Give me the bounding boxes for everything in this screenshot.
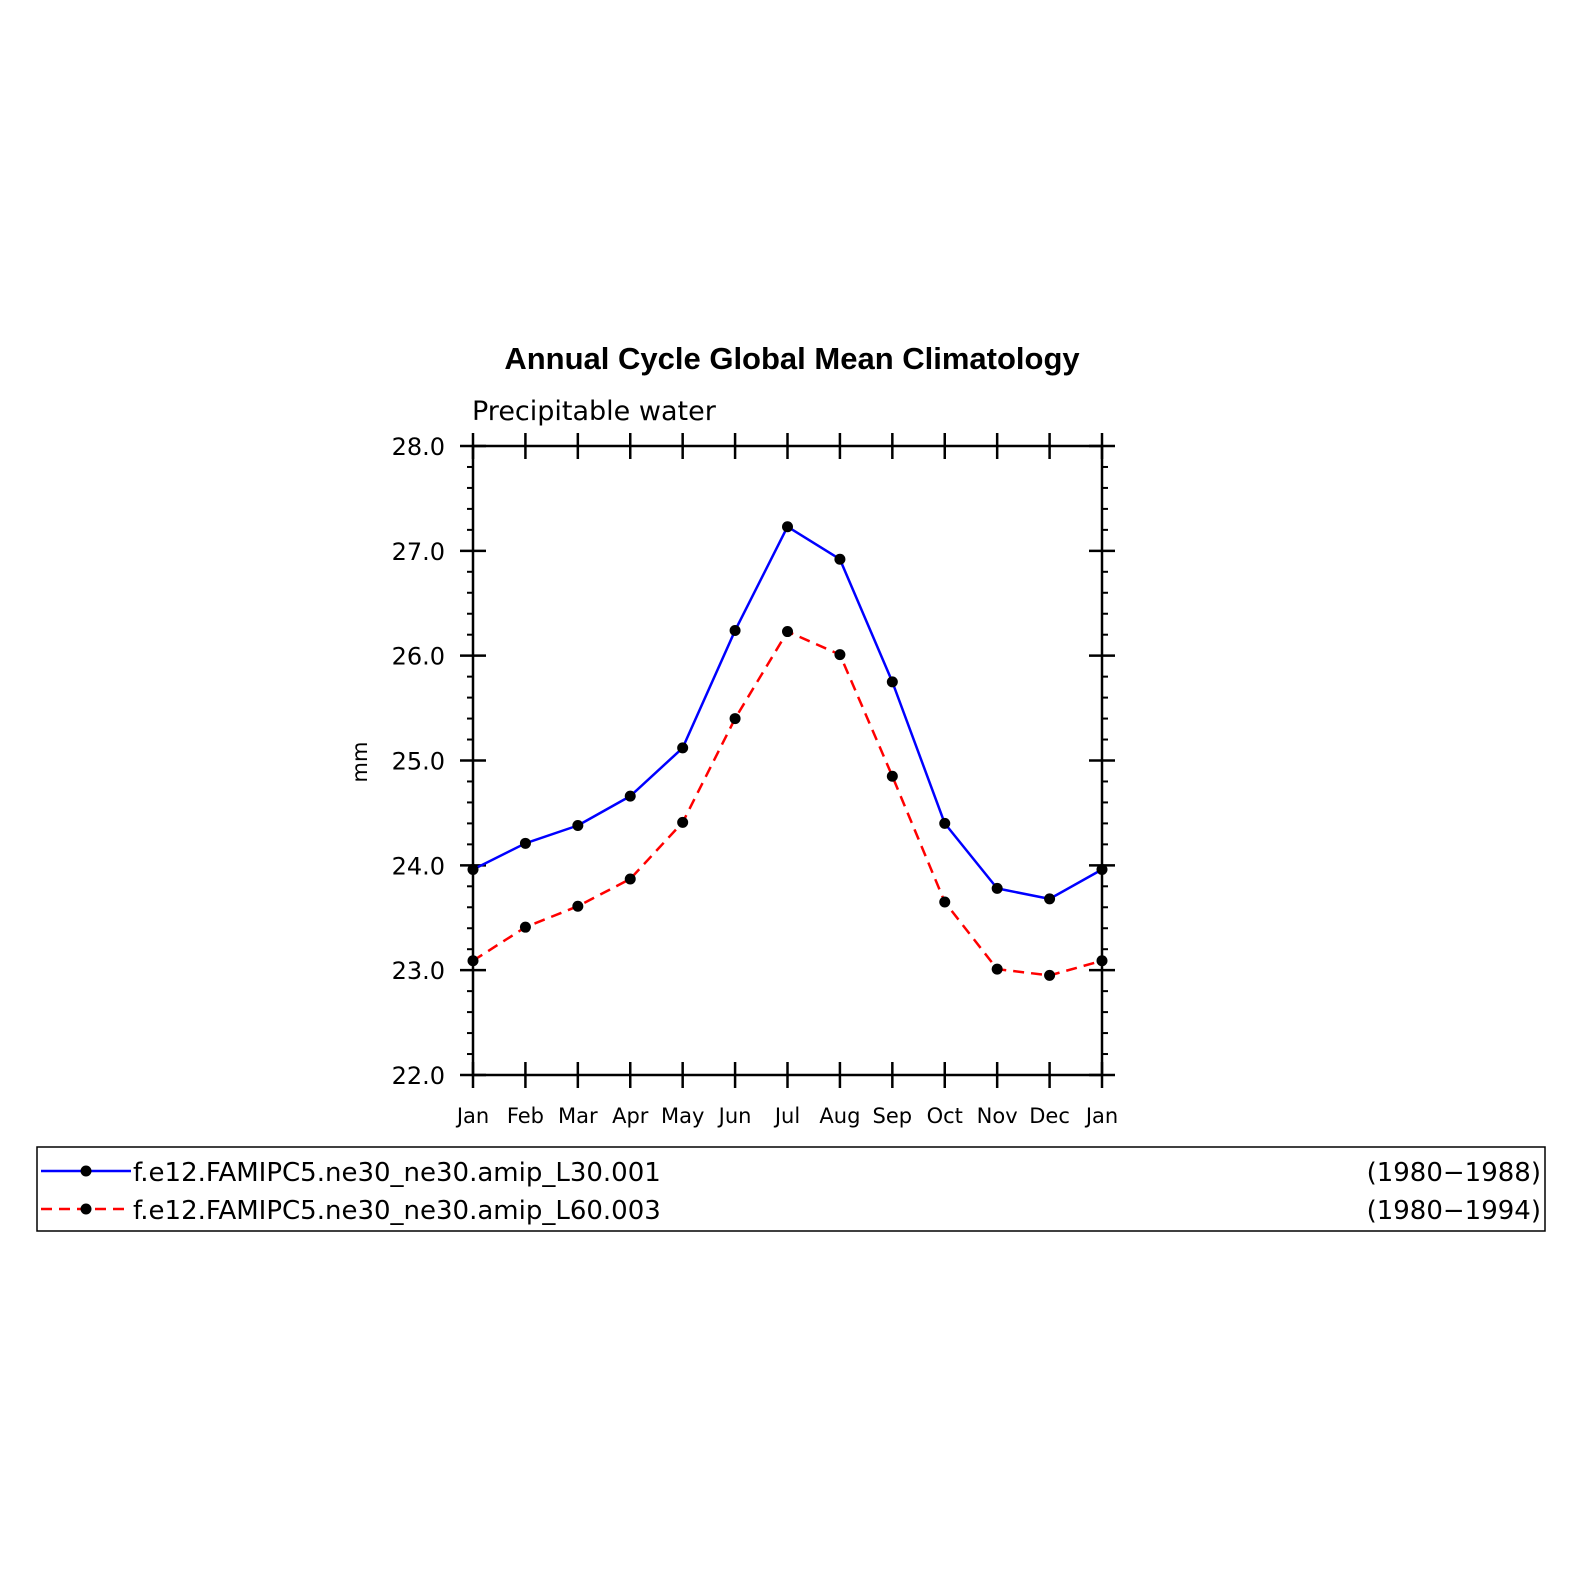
data-point bbox=[677, 816, 689, 828]
y-tick-label: 23.0 bbox=[392, 957, 445, 985]
legend-period: (1980−1988) bbox=[1367, 1158, 1541, 1188]
legend-item-2: f.e12.FAMIPC5.ne30_ne30.amip_L60.003 (198… bbox=[41, 1196, 1541, 1226]
data-point bbox=[572, 900, 584, 912]
y-axis-label: mm bbox=[348, 742, 372, 783]
x-tick-label: Apr bbox=[612, 1104, 649, 1128]
data-point bbox=[782, 521, 793, 533]
y-tick-label: 22.0 bbox=[392, 1062, 445, 1090]
legend-period: (1980−1994) bbox=[1367, 1196, 1541, 1226]
y-tick-label: 28.0 bbox=[392, 433, 445, 461]
y-tick-labels: 22.0 23.0 24.0 25.0 26.0 27.0 28.0 bbox=[392, 433, 445, 1090]
x-tick-label: Jan bbox=[1084, 1104, 1118, 1128]
legend-series-name: f.e12.FAMIPC5.ne30_ne30.amip_L30.001 bbox=[133, 1158, 661, 1188]
series-line bbox=[472, 630, 1103, 977]
data-point bbox=[1044, 969, 1056, 981]
data-point bbox=[782, 626, 793, 638]
chart-subtitle: Precipitable water bbox=[472, 396, 717, 427]
data-point bbox=[519, 921, 531, 933]
data-point bbox=[519, 837, 531, 849]
x-tick-label: Aug bbox=[819, 1104, 860, 1128]
series-layer bbox=[467, 521, 1108, 981]
x-tick-label: Feb bbox=[507, 1104, 544, 1128]
data-point bbox=[1096, 864, 1108, 876]
data-point bbox=[834, 553, 846, 565]
x-tick-label: Sep bbox=[873, 1104, 913, 1128]
chart-title: Annual Cycle Global Mean Climatology bbox=[504, 341, 1080, 376]
series-1 bbox=[467, 521, 1108, 905]
data-point bbox=[467, 955, 479, 967]
axis-ticks bbox=[460, 433, 1115, 1088]
data-point bbox=[467, 864, 479, 876]
data-point bbox=[729, 713, 741, 725]
y-tick-label: 26.0 bbox=[392, 643, 445, 671]
x-tick-labels: Jan Feb Mar Apr May Jun Jul Aug Sep Oct Nov Dec Jan bbox=[455, 1104, 1118, 1128]
data-point bbox=[729, 625, 741, 637]
y-tick-label: 25.0 bbox=[392, 748, 445, 776]
legend-marker bbox=[80, 1203, 92, 1215]
plot-frame bbox=[471, 444, 1104, 1077]
data-point bbox=[624, 790, 636, 802]
legend-box bbox=[36, 1146, 1546, 1232]
data-point bbox=[572, 819, 584, 831]
data-point bbox=[886, 770, 898, 782]
x-tick-label: Jun bbox=[717, 1104, 752, 1128]
legend-items: f.e12.FAMIPC5.ne30_ne30.amip_L30.001 (198… bbox=[41, 1158, 1541, 1226]
data-point bbox=[624, 873, 636, 885]
data-point bbox=[991, 963, 1003, 975]
x-tick-label: Oct bbox=[927, 1104, 963, 1128]
x-tick-label: Mar bbox=[558, 1104, 598, 1128]
series-2 bbox=[467, 626, 1108, 981]
data-point bbox=[677, 742, 689, 754]
data-point bbox=[939, 817, 951, 829]
legend-item-1: f.e12.FAMIPC5.ne30_ne30.amip_L30.001 (198… bbox=[41, 1158, 1541, 1188]
data-point bbox=[834, 649, 846, 661]
data-point bbox=[1044, 893, 1056, 905]
data-point bbox=[939, 896, 951, 908]
data-point bbox=[1096, 955, 1108, 967]
legend-marker bbox=[80, 1165, 92, 1177]
data-point bbox=[991, 882, 1003, 894]
legend: f.e12.FAMIPC5.ne30_ne30.amip_L30.001 (198… bbox=[36, 1146, 1546, 1232]
y-tick-label: 27.0 bbox=[392, 538, 445, 566]
series-line bbox=[472, 525, 1103, 901]
x-tick-label: Jul bbox=[773, 1104, 800, 1128]
y-tick-label: 24.0 bbox=[392, 852, 445, 880]
x-tick-label: May bbox=[661, 1104, 704, 1128]
x-tick-label: Jan bbox=[455, 1104, 489, 1128]
x-tick-label: Dec bbox=[1029, 1104, 1070, 1128]
data-point bbox=[886, 676, 898, 688]
x-tick-label: Nov bbox=[977, 1104, 1018, 1128]
legend-series-name: f.e12.FAMIPC5.ne30_ne30.amip_L60.003 bbox=[133, 1196, 661, 1226]
